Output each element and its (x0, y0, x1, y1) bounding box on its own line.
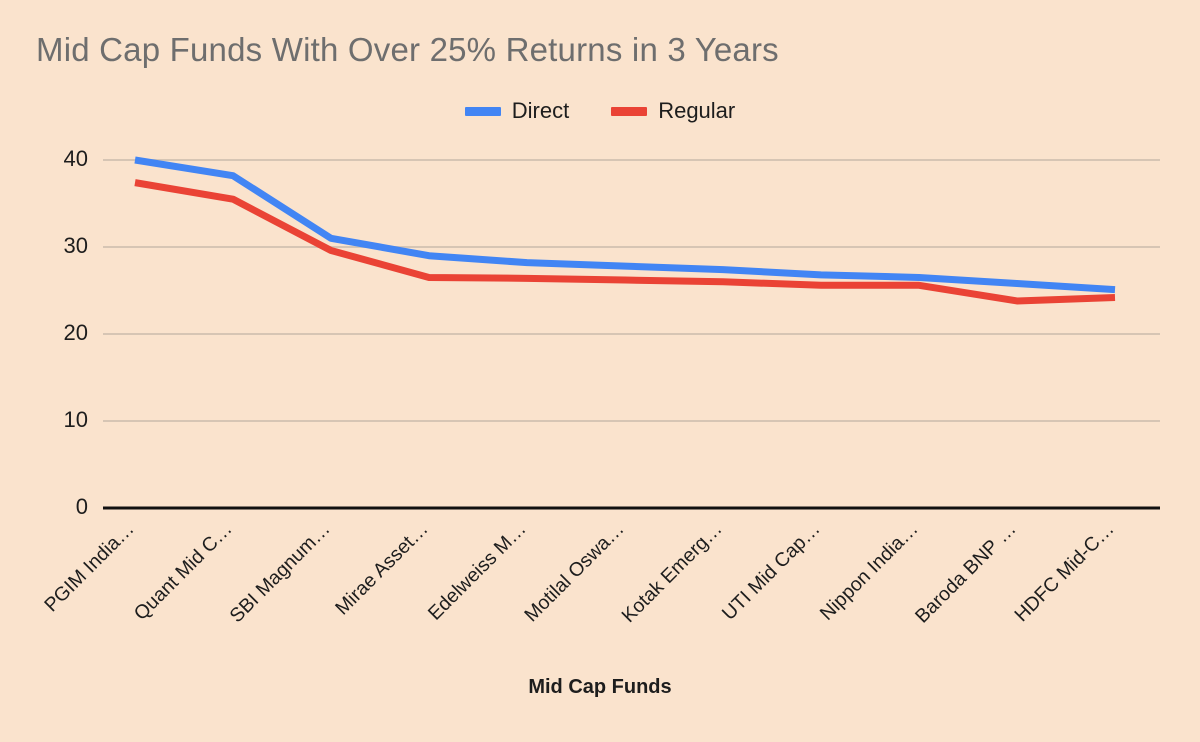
y-axis-tick-label: 10 (64, 407, 88, 432)
y-axis-tick-label: 20 (64, 320, 88, 345)
series-line-regular[interactable] (134, 179, 1116, 305)
y-axis-tick-label: 30 (64, 233, 88, 258)
x-axis-tick-label: HDFC Mid-C… (1010, 518, 1118, 626)
x-axis-tick-label: Edelweiss M… (424, 518, 531, 625)
y-axis-tick-label: 40 (64, 146, 88, 171)
x-axis-tick-label: SBI Magnum… (225, 518, 334, 627)
series-lines (134, 156, 1116, 305)
x-axis-tick-label: Motilal Oswa… (520, 518, 628, 626)
x-axis-tick-label: Nippon India… (816, 518, 923, 625)
legend-item-regular[interactable]: Regular (611, 98, 735, 124)
y-axis-tick-label: 0 (76, 494, 88, 519)
legend-item-direct[interactable]: Direct (464, 98, 570, 124)
legend-label-direct: Direct (511, 98, 570, 123)
gridlines (103, 159, 1160, 510)
x-axis-tick-labels: PGIM India…Quant Mid C…SBI Magnum…Mirae … (40, 518, 1118, 628)
x-axis-tick-label: UTI Mid Cap… (718, 518, 825, 625)
y-axis-tick-labels: 0 10 20 30 40 (64, 146, 88, 519)
chart-legend: Direct Regular (0, 98, 1200, 124)
legend-swatch-direct (464, 106, 501, 116)
x-axis-title: Mid Cap Funds (528, 676, 672, 698)
x-axis-tick-label: PGIM India… (40, 518, 138, 616)
x-axis-tick-label: Baroda BNP … (911, 518, 1021, 628)
series-line-direct[interactable] (134, 156, 1116, 294)
legend-label-regular: Regular (658, 98, 736, 123)
x-axis-tick-label: Mirae Asset… (331, 518, 432, 619)
x-axis-tick-label: Kotak Emerg… (617, 518, 726, 627)
chart-title: Mid Cap Funds With Over 25% Returns in 3… (36, 31, 779, 68)
legend-swatch-regular (611, 106, 648, 116)
x-axis-tick-label: Quant Mid C… (130, 518, 237, 625)
